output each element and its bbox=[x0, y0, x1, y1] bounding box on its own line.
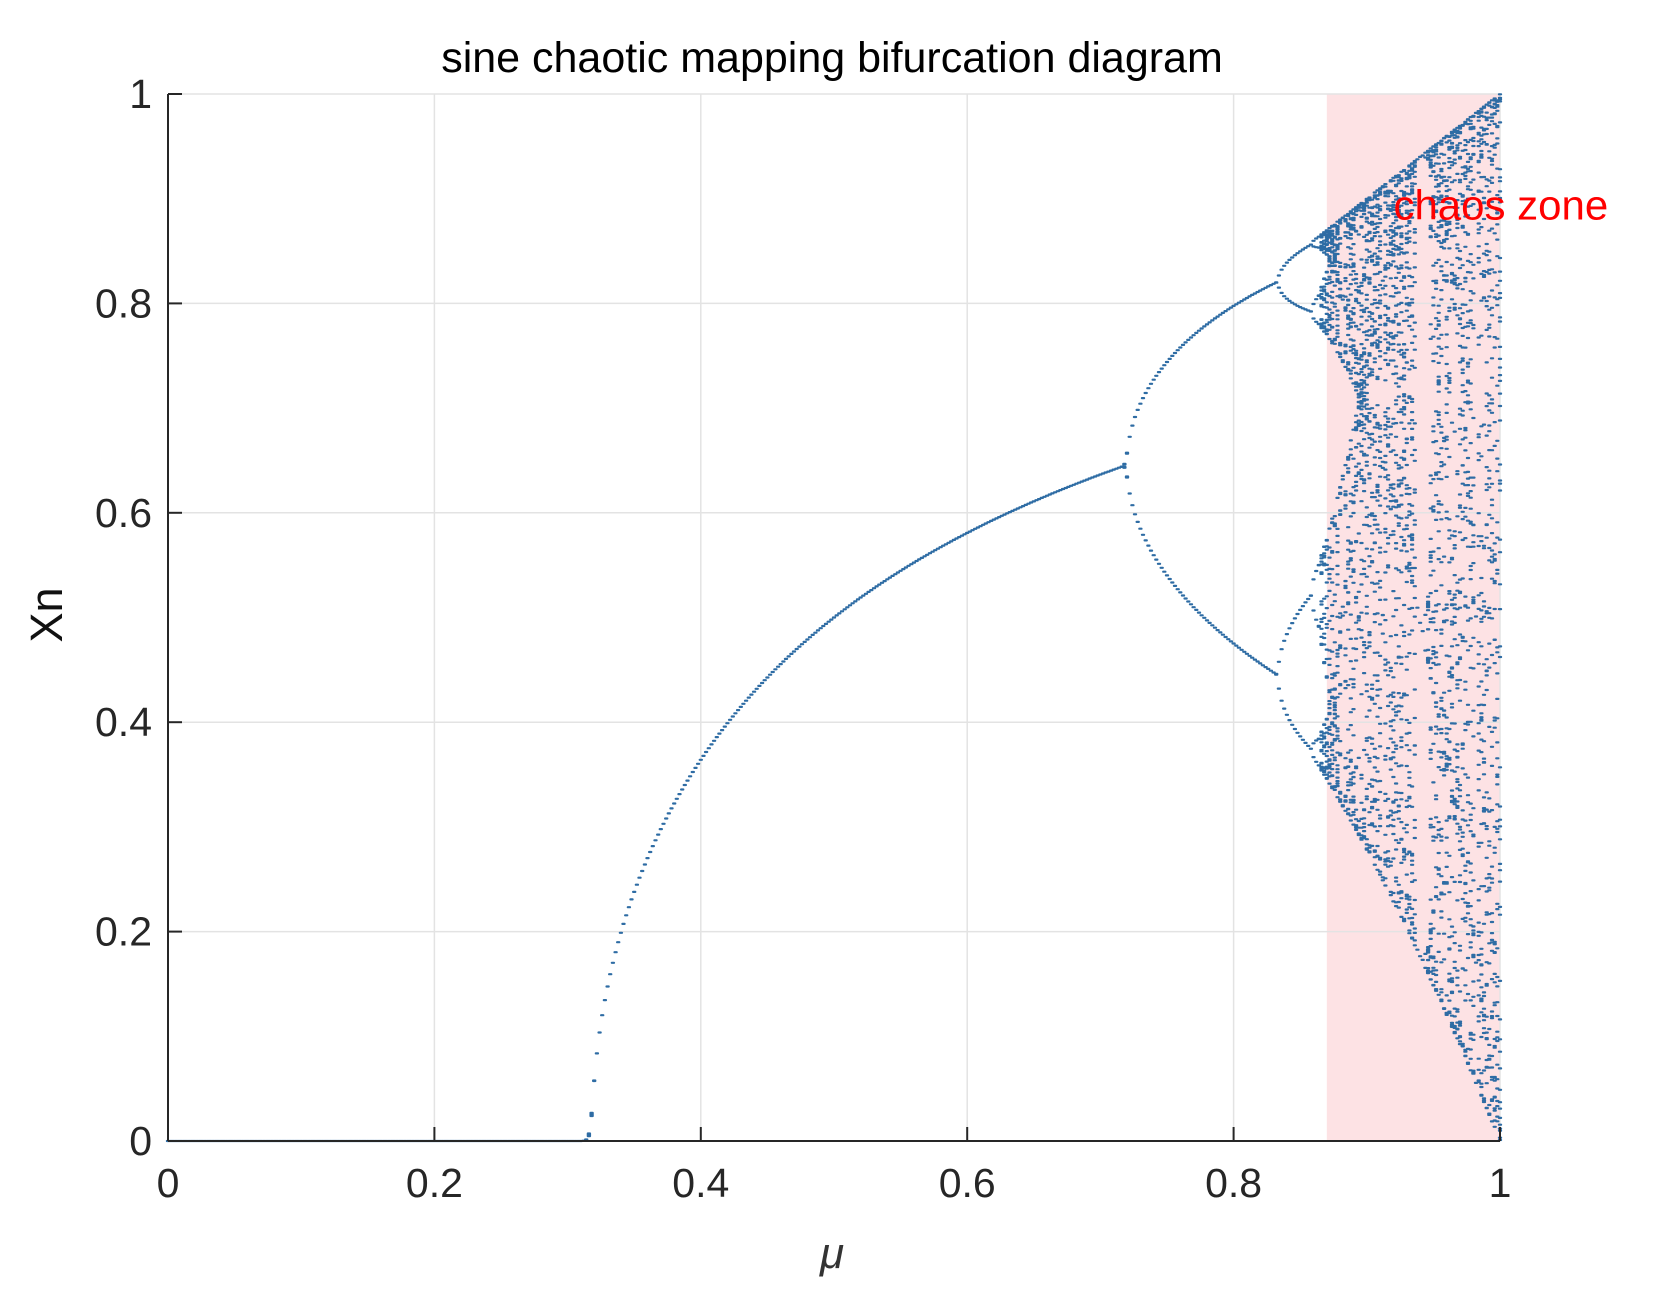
x-tick-label: 0.6 bbox=[939, 1160, 996, 1206]
chart-title: sine chaotic mapping bifurcation diagram bbox=[441, 34, 1223, 82]
y-tick-label: 1 bbox=[129, 71, 152, 117]
y-tick-label: 0.4 bbox=[95, 699, 152, 745]
x-tick-label: 0 bbox=[157, 1160, 180, 1206]
y-axis-label: Xn bbox=[21, 587, 72, 642]
y-tick-label: 0.2 bbox=[95, 909, 152, 955]
chaos-zone-label: chaos zone bbox=[1393, 182, 1608, 229]
x-axis-label: μ bbox=[819, 1229, 844, 1278]
x-tick-label: 0.8 bbox=[1205, 1160, 1262, 1206]
y-tick-label: 0 bbox=[129, 1118, 152, 1164]
x-tick-label: 1 bbox=[1489, 1160, 1512, 1206]
y-tick-label: 0.8 bbox=[95, 280, 152, 326]
plot-area: chaos zone 0 0.2 0.4 0.6 0.8 1 0 0.2 0.4 0.6 0.8 1 bbox=[95, 71, 1608, 1206]
x-tick-label: 0.4 bbox=[672, 1160, 729, 1206]
x-tick-label: 0.2 bbox=[406, 1160, 463, 1206]
y-tick-label: 0.6 bbox=[95, 490, 152, 536]
